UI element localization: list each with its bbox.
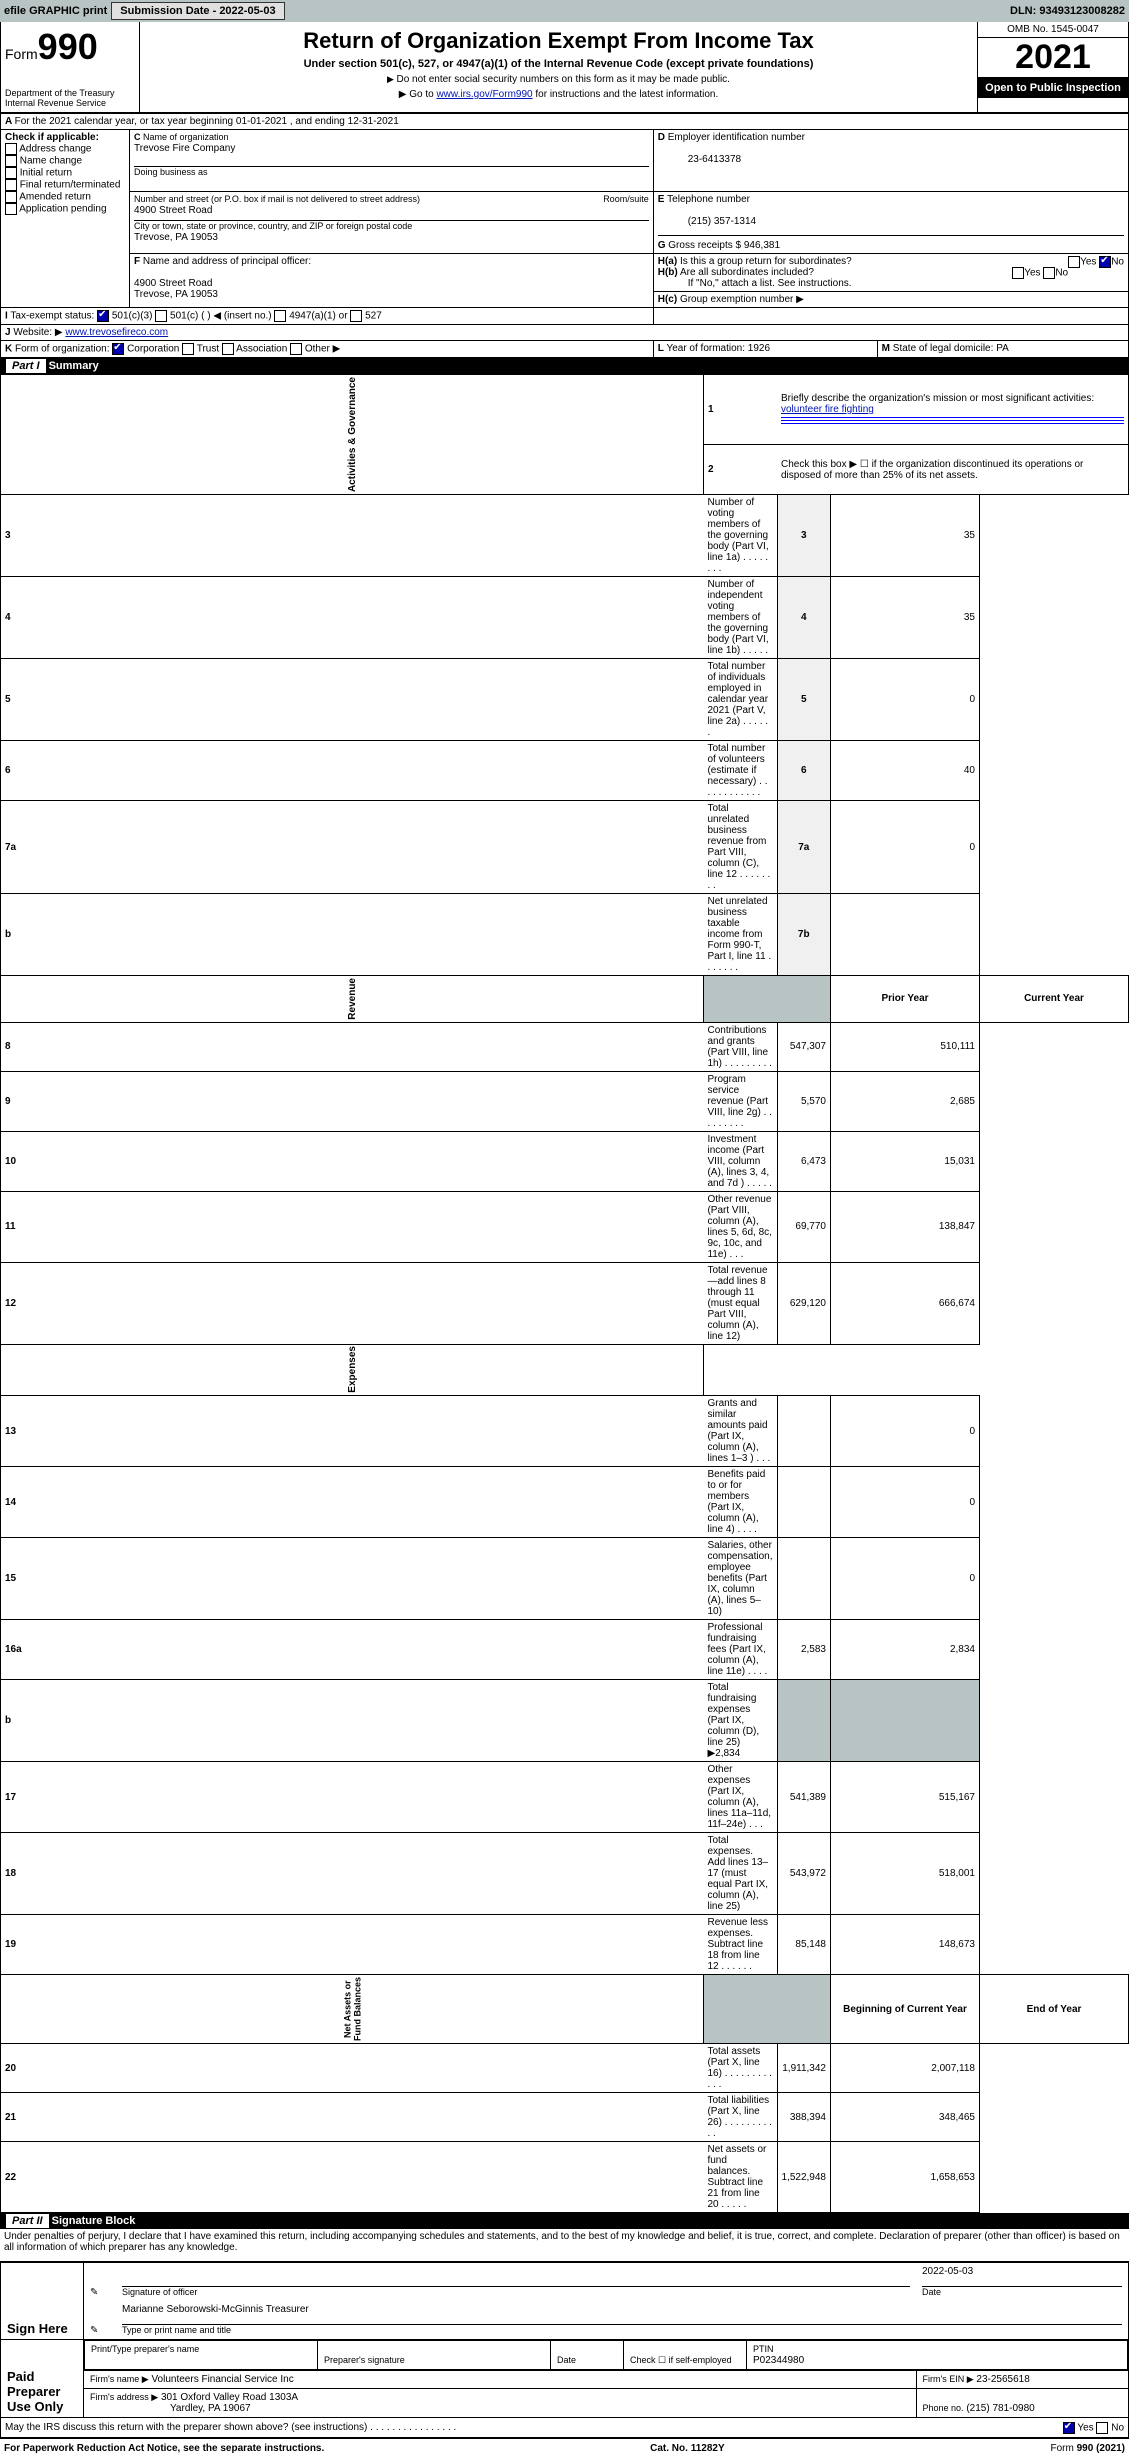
mission-text: volunteer fire fighting	[781, 404, 874, 415]
form-instr2: ▶ Go to www.irs.gov/Form990 for instruct…	[146, 89, 971, 100]
efile-label[interactable]: efile GRAPHIC print	[4, 5, 107, 17]
officer-name: Marianne Seborowski-McGinnis Treasurer	[122, 2304, 1122, 2325]
top-toolbar: efile GRAPHIC print Submission Date - 20…	[0, 0, 1129, 22]
irs-link[interactable]: www.irs.gov/Form990	[436, 89, 532, 100]
vert-expenses: Expenses	[1, 1344, 704, 1396]
may-discuss: May the IRS discuss this return with the…	[0, 2418, 1129, 2438]
irs-label: Internal Revenue Service	[5, 98, 135, 108]
vert-revenue: Revenue	[1, 976, 704, 1023]
form-header: Form990 Department of the Treasury Inter…	[0, 22, 1129, 113]
signature-table: Sign Here ✎ Signature of officer 2022-05…	[0, 2261, 1129, 2418]
org-name: Trevose Fire Company	[134, 143, 235, 154]
website-link[interactable]: www.trevosefireco.com	[65, 327, 168, 338]
part2-header: Part II Signature Block	[0, 2213, 1129, 2229]
dln-label: DLN: 93493123008282	[1010, 5, 1125, 17]
street-address: 4900 Street Road	[134, 205, 212, 216]
line-a: A For the 2021 calendar year, or tax yea…	[1, 114, 1129, 130]
gross-receipts: 946,381	[744, 240, 780, 251]
firm-name: Volunteers Financial Service Inc	[151, 2374, 293, 2385]
omb-number: OMB No. 1545-0047	[978, 22, 1128, 38]
open-inspection: Open to Public Inspection	[978, 78, 1128, 98]
part1-header: Part I Summary	[0, 358, 1129, 374]
form-subtitle: Under section 501(c), 527, or 4947(a)(1)…	[146, 58, 971, 70]
declaration-text: Under penalties of perjury, I declare th…	[0, 2229, 1129, 2255]
part1-table: Activities & Governance 1 Briefly descri…	[0, 374, 1129, 2213]
city-state-zip: Trevose, PA 19053	[134, 232, 218, 243]
form-instr1: Do not enter social security numbers on …	[146, 74, 971, 85]
vert-netassets: Net Assets orFund Balances	[1, 1975, 704, 2044]
page-footer: For Paperwork Reduction Act Notice, see …	[0, 2438, 1129, 2458]
form-number: Form990	[5, 26, 135, 68]
tax-year: 2021	[978, 38, 1128, 78]
dept-treasury: Department of the Treasury	[5, 88, 135, 98]
entity-info-table: A For the 2021 calendar year, or tax yea…	[0, 113, 1129, 358]
telephone: (215) 357-1314	[688, 216, 756, 227]
vert-governance: Activities & Governance	[1, 375, 704, 495]
b-label: Check if applicable:	[5, 132, 99, 143]
ein: 23-6413378	[688, 154, 741, 165]
form-title: Return of Organization Exempt From Incom…	[146, 28, 971, 54]
submission-btn[interactable]: Submission Date - 2022-05-03	[111, 2, 284, 20]
